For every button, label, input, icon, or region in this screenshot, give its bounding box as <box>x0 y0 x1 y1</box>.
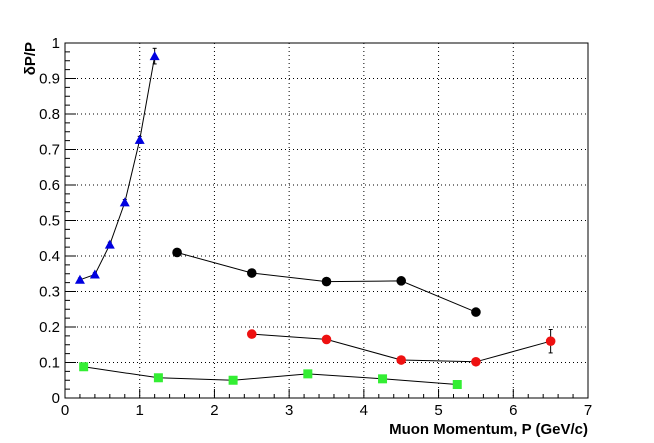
data-point-circle <box>545 336 556 347</box>
y-tick-label: 0.1 <box>39 355 60 372</box>
data-point-square <box>452 380 462 390</box>
y-tick-label: 0.2 <box>39 319 60 336</box>
y-tick-label: 0.9 <box>39 71 60 88</box>
y-tick-label: 0.6 <box>39 177 60 194</box>
data-point-triangle <box>104 239 115 249</box>
grid <box>65 43 588 398</box>
data-point-square <box>153 373 163 383</box>
axis-ticks: 0 1 2 3 4 5 6 7 0 0.1 0.2 0.3 0.4 0.5 0.6 0.7 0.8 0.9 1 <box>39 35 592 419</box>
series-circle <box>172 247 481 317</box>
data-point-triangle <box>134 134 145 144</box>
y-tick-label: 1 <box>52 35 60 52</box>
data-point-circle <box>246 268 257 278</box>
data-point-circle <box>471 307 481 317</box>
data-point-square <box>228 375 238 385</box>
data-point-circle <box>396 355 407 365</box>
series-circle <box>246 328 556 367</box>
data-point-circle <box>321 276 332 287</box>
x-tick-label: 1 <box>136 402 144 419</box>
data-point-circle <box>396 276 407 286</box>
data-point-triangle <box>74 274 85 284</box>
x-tick-label: 2 <box>210 402 218 419</box>
y-tick-label: 0.5 <box>39 213 60 230</box>
y-tick-label: 0.3 <box>39 284 60 301</box>
series-triangle <box>74 47 160 284</box>
data-point-square <box>79 362 89 372</box>
x-tick-label: 7 <box>584 402 592 419</box>
y-tick-label: 0.8 <box>39 106 60 123</box>
x-tick-label: 3 <box>285 402 293 419</box>
data-point-circle <box>246 329 257 339</box>
data-point-circle <box>471 356 481 367</box>
x-axis-label: Muon Momentum, P (GeV/c) <box>389 421 588 438</box>
x-tick-label: 0 <box>61 402 69 419</box>
y-tick-label: 0.4 <box>39 248 60 265</box>
y-tick-label: 0 <box>52 390 60 407</box>
data-point-square <box>378 374 388 384</box>
x-tick-label: 5 <box>434 402 442 419</box>
y-axis-label: δP/P <box>22 42 39 75</box>
data-point-circle <box>321 334 332 345</box>
data-point-triangle <box>119 197 130 207</box>
x-tick-label: 6 <box>509 402 517 419</box>
series-line <box>79 56 156 281</box>
data-point-triangle <box>89 269 100 279</box>
data-point-triangle <box>149 51 160 61</box>
data-point-square <box>303 369 313 379</box>
y-tick-label: 0.7 <box>39 142 60 159</box>
data-point-circle <box>172 247 182 258</box>
x-tick-label: 4 <box>360 402 368 419</box>
series-square <box>79 362 462 390</box>
series-line <box>83 366 458 385</box>
series-group <box>74 47 556 390</box>
